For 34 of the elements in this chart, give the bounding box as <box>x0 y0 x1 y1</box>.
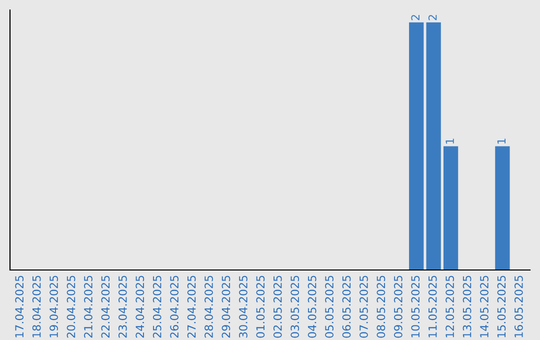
x-tick-label: 20.04.2025 <box>66 276 76 338</box>
x-tick-label: 05.05.2025 <box>325 276 334 338</box>
x-tick-label: 30.04.2025 <box>238 276 248 338</box>
x-tick-label: 15.05.2025 <box>497 276 506 338</box>
data-label: 2 <box>411 15 420 20</box>
x-tick-label: 26.04.2025 <box>170 276 179 338</box>
x-tick-label: 13.05.2025 <box>462 276 472 338</box>
x-tick-label: 24.04.2025 <box>136 276 144 338</box>
data-label: 1 <box>446 138 454 144</box>
x-tick-label: 18.04.2025 <box>32 276 41 338</box>
x-tick-label: 04.05.2025 <box>308 276 316 338</box>
x-tick-label: 23.04.2025 <box>118 276 127 338</box>
x-tick-label: 28.04.2025 <box>204 276 213 338</box>
x-tick-label: 27.04.2025 <box>187 276 196 338</box>
x-tick-label: 03.05.2025 <box>290 276 300 338</box>
x-tick-label: 14.05.2025 <box>480 276 488 338</box>
x-tick-label: 19.04.2025 <box>50 276 58 338</box>
data-label: 1 <box>497 138 506 144</box>
x-tick-label: 08.05.2025 <box>376 276 386 338</box>
x-tick-label: 06.05.2025 <box>342 276 351 338</box>
x-tick-label: 09.05.2025 <box>394 276 402 338</box>
x-tick-label: 16.05.2025 <box>514 276 523 338</box>
x-tick-label: 29.04.2025 <box>222 276 230 338</box>
data-label: 2 <box>428 15 437 20</box>
x-tick-label: 22.04.2025 <box>101 276 110 338</box>
x-tick-label: 25.04.2025 <box>152 276 162 338</box>
x-tick-label: 07.05.2025 <box>360 276 368 338</box>
x-tick-label: 12.05.2025 <box>446 276 454 338</box>
x-tick-label: 17.04.2025 <box>15 276 24 338</box>
x-tick-label: 02.05.2025 <box>273 276 282 338</box>
x-tick-label: 10.05.2025 <box>411 276 420 338</box>
x-tick-label: 11.05.2025 <box>428 276 437 338</box>
x-tick-label: 21.04.2025 <box>84 276 92 338</box>
x-tick-label: 01.05.2025 <box>256 276 265 338</box>
